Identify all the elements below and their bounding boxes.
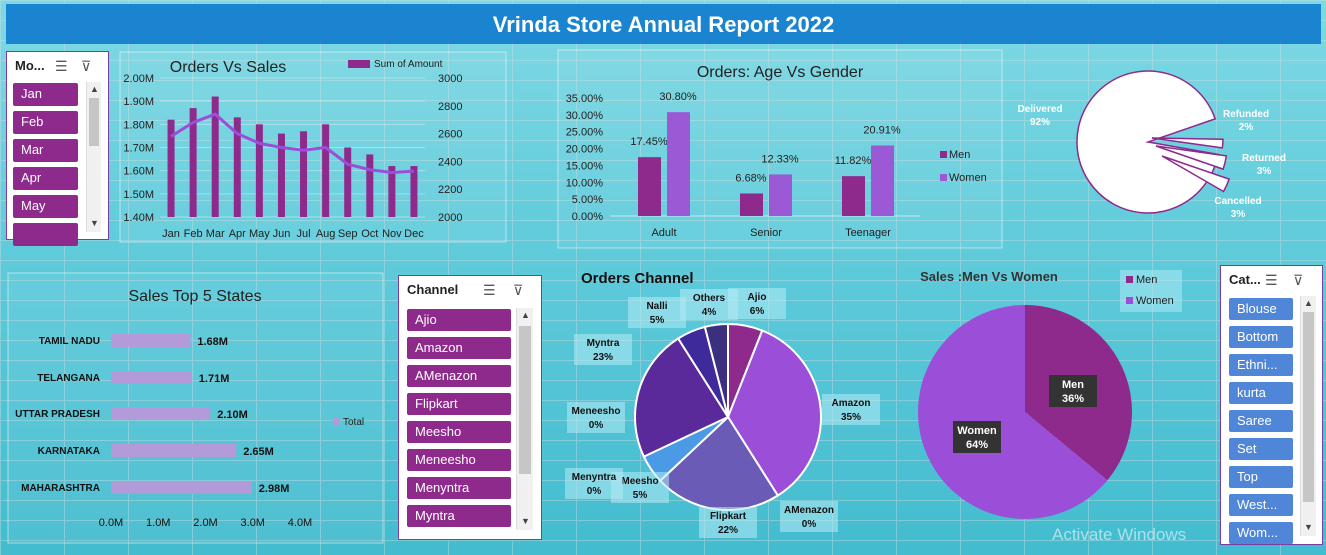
month-slicer[interactable]: Mo... ☰ ⊽ Jan Feb Mar Apr May ▲ ▼ <box>6 51 109 246</box>
month-slicer-header: Mo... <box>15 58 45 73</box>
channel-slicer-item[interactable]: Amazon <box>407 337 511 359</box>
month-slicer-item[interactable]: Apr <box>13 167 78 190</box>
channel-slicer[interactable]: Channel ☰ ⊽ Ajio Amazon AMenazon Flipkart Me… <box>398 275 542 540</box>
category-slicer-item[interactable]: Blouse <box>1229 298 1293 320</box>
scroll-down-icon[interactable]: ▼ <box>1304 522 1313 532</box>
channel-slicer-item[interactable]: Ajio <box>407 309 511 331</box>
category-slicer-item[interactable]: Saree <box>1229 410 1293 432</box>
multi-select-icon[interactable]: ☰ <box>483 282 496 298</box>
category-slicer-item[interactable]: kurta <box>1229 382 1293 404</box>
clear-filter-icon[interactable]: ⊽ <box>513 282 524 298</box>
scroll-thumb[interactable] <box>519 326 531 474</box>
channel-scrollbar[interactable]: ▲ ▼ <box>516 308 533 530</box>
scroll-up-icon[interactable]: ▲ <box>1304 298 1313 308</box>
month-scrollbar[interactable]: ▲ ▼ <box>86 82 101 232</box>
category-scrollbar[interactable]: ▲ ▼ <box>1300 296 1316 536</box>
category-slicer-item[interactable]: Ethni... <box>1229 354 1293 376</box>
clear-filter-icon[interactable]: ⊽ <box>1293 272 1304 288</box>
channel-slicer-header: Channel <box>407 282 459 297</box>
category-slicer-header: Cat... <box>1229 272 1261 287</box>
scroll-down-icon[interactable]: ▼ <box>90 218 99 228</box>
channel-slicer-item[interactable]: Myntra <box>407 505 511 527</box>
category-slicer-item[interactable]: Top <box>1229 466 1293 488</box>
scroll-up-icon[interactable]: ▲ <box>90 84 99 94</box>
category-slicer[interactable]: Cat... ☰ ⊽ Blouse Bottom Ethni... kurta Sare… <box>1220 265 1323 545</box>
month-slicer-item[interactable]: Mar <box>13 139 78 162</box>
channel-slicer-item[interactable]: Flipkart <box>407 393 511 415</box>
channel-slicer-item[interactable]: Menyntra <box>407 477 511 499</box>
multi-select-icon[interactable]: ☰ <box>55 58 68 74</box>
channel-slicer-item[interactable]: AMenazon <box>407 365 511 387</box>
month-slicer-item[interactable]: May <box>13 195 78 218</box>
scroll-thumb[interactable] <box>89 98 99 146</box>
category-slicer-item[interactable]: Set <box>1229 438 1293 460</box>
month-slicer-item[interactable]: Feb <box>13 111 78 134</box>
activate-windows-watermark: Activate Windows <box>1052 525 1187 544</box>
category-slicer-item[interactable]: West... <box>1229 494 1293 516</box>
channel-slicer-item[interactable]: Meesho <box>407 421 511 443</box>
category-slicer-item[interactable]: Wom... <box>1229 522 1293 544</box>
month-slicer-item[interactable]: Jan <box>13 83 78 106</box>
category-slicer-item[interactable]: Bottom <box>1229 326 1293 348</box>
scroll-down-icon[interactable]: ▼ <box>521 516 530 526</box>
scroll-thumb[interactable] <box>1303 312 1314 502</box>
channel-slicer-item[interactable]: Meneesho <box>407 449 511 471</box>
multi-select-icon[interactable]: ☰ <box>1265 272 1278 288</box>
month-slicer-item[interactable] <box>13 223 78 246</box>
clear-filter-icon[interactable]: ⊽ <box>81 58 92 74</box>
scroll-up-icon[interactable]: ▲ <box>521 310 530 320</box>
report-title: Vrinda Store Annual Report 2022 <box>6 4 1321 44</box>
